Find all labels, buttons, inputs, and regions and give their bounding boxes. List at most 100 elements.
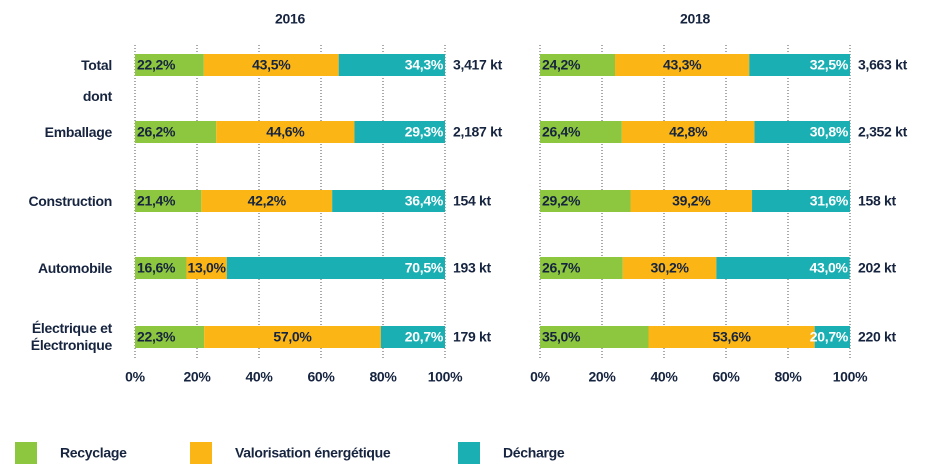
value-label: 35,0% [542,329,581,345]
bar-segment [615,54,750,76]
bar-segment [201,190,333,212]
value-label: 22,2% [137,57,176,73]
x-tick-label: 80% [774,369,802,385]
total-label: 158 kt [858,193,897,209]
legend-swatch [190,442,212,464]
legend-swatch [15,442,37,464]
x-tick-label: 40% [245,369,273,385]
bar-segment [332,190,445,212]
value-label: 29,2% [542,193,581,209]
bar-segment [216,121,355,143]
bar-segment [135,121,217,143]
value-label: 44,6% [266,124,305,140]
bars [540,54,850,348]
bar-segment [648,326,815,348]
bar-segment [204,326,381,348]
legend-label: Valorisation énergétique [235,445,391,461]
value-label: 20,7% [405,329,444,345]
x-tick-label: 80% [369,369,397,385]
annotation: dont [82,87,112,104]
total-label: 3,417 kt [453,57,503,73]
value-label: 30,2% [650,260,689,276]
total-label: 179 kt [453,329,492,345]
total-label: 202 kt [858,260,897,276]
bar-segment [135,257,187,279]
value-label: 30,8% [810,124,849,140]
value-label: 43,5% [252,57,291,73]
x-tick-label: 0% [530,369,550,385]
value-label: 39,2% [672,193,711,209]
bar-segment [338,54,445,76]
bar-segment [135,54,204,76]
bar-segment [540,190,631,212]
value-label: 26,4% [542,124,581,140]
value-label: 34,3% [405,57,444,73]
category-label: Électrique et Électronique [30,320,113,353]
x-tick-label: 100% [833,369,868,385]
bar-segment [135,190,202,212]
bar-segment [540,121,622,143]
total-label: 220 kt [858,329,897,345]
total-label: 2,352 kt [858,124,908,140]
panel-title: 2018 [680,11,710,27]
bar-segment [630,190,753,212]
bar-segment [754,121,850,143]
value-label: 70,5% [405,260,444,276]
bar-segment [135,326,205,348]
x-tick-label: 20% [588,369,616,385]
bars [135,54,445,348]
value-label: 24,2% [542,57,581,73]
category-label: Automobile [38,259,112,276]
bar-segment [540,326,649,348]
value-label: 42,2% [248,193,287,209]
value-label: 42,8% [669,124,708,140]
total-label: 193 kt [453,260,492,276]
legend-label: Recyclage [60,445,127,461]
legend-label: Décharge [503,445,565,461]
value-label: 31,6% [810,193,849,209]
x-tick-label: 20% [183,369,211,385]
bar-segment [186,257,227,279]
total-label: 2,187 kt [453,124,503,140]
bar-segment [380,326,445,348]
value-label: 26,2% [137,124,176,140]
legend-swatch [458,442,480,464]
bar-segment [540,257,623,279]
bar-segment [354,121,445,143]
value-label: 29,3% [405,124,444,140]
value-label: 57,0% [273,329,312,345]
x-tick-label: 60% [307,369,335,385]
bar-segment [814,326,850,348]
value-label: 36,4% [405,193,444,209]
value-label: 53,6% [712,329,751,345]
value-label: 20,7% [810,329,849,345]
x-tick-label: 40% [650,369,678,385]
total-label: 154 kt [453,193,492,209]
bar-segment [621,121,755,143]
value-label: 13,0% [188,260,227,276]
bar-segment [716,257,850,279]
value-label: 22,3% [137,329,176,345]
panel-title: 2016 [275,11,305,27]
x-tick-label: 100% [428,369,463,385]
bar-segment [203,54,339,76]
bar-segment [540,54,616,76]
value-label: 16,6% [137,260,176,276]
category-label: Emballage [44,123,113,140]
bar-segment [752,190,850,212]
x-tick-label: 60% [712,369,740,385]
category-label: Total [81,56,112,73]
value-label: 43,3% [663,57,702,73]
category-label: Construction [28,192,112,209]
bar-segment [226,257,445,279]
total-label: 3,663 kt [858,57,908,73]
bar-segment [622,257,717,279]
value-label: 21,4% [137,193,176,209]
value-label: 32,5% [810,57,849,73]
value-label: 26,7% [542,260,581,276]
x-tick-label: 0% [125,369,145,385]
value-label: 43,0% [809,260,848,276]
bar-segment [749,54,850,76]
